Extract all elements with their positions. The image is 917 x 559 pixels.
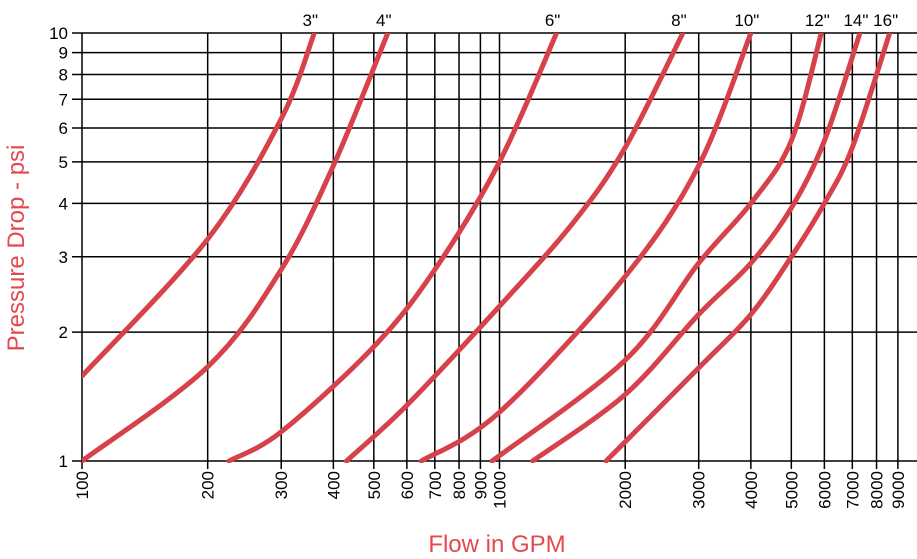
x-tick-label-900: 900 [471, 471, 490, 499]
curve-series-8 [603, 33, 893, 463]
y-tick-label-8: 8 [59, 65, 68, 84]
series-label-4: 8" [671, 11, 687, 30]
series-label-2: 4" [376, 11, 392, 30]
x-tick-label-8000: 8000 [868, 471, 887, 509]
curve-series-5 [418, 33, 754, 463]
y-tick-label-5: 5 [59, 153, 68, 172]
series-label-5: 10" [734, 11, 759, 30]
x-tick-label-5000: 5000 [782, 471, 801, 509]
x-tick-label-3000: 3000 [690, 471, 709, 509]
grid [72, 32, 917, 469]
x-tick-label-6000: 6000 [815, 471, 834, 509]
y-tick-label-2: 2 [59, 323, 68, 342]
curve-series-3 [226, 33, 560, 463]
x-tick-label-7000: 7000 [843, 471, 862, 509]
y-tick-label-4: 4 [59, 194, 68, 213]
y-tick-label-7: 7 [59, 90, 68, 109]
curve-series-4 [344, 33, 686, 463]
x-tick-labels: 100 200 300 400 500 600 700 800 900 1000 2000 3000 4… [73, 471, 908, 509]
series-curves [82, 33, 893, 463]
x-tick-label-100: 100 [73, 471, 92, 499]
x-tick-label-2000: 2000 [616, 471, 635, 509]
series-labels: 3" 4" 6" 8" 10" 12" 14" 16" [303, 11, 899, 30]
series-label-8: 16" [873, 11, 898, 30]
x-tick-label-700: 700 [426, 471, 445, 499]
x-tick-label-4000: 4000 [742, 471, 761, 509]
series-label-1: 3" [303, 11, 319, 30]
series-label-3: 6" [545, 11, 561, 30]
x-tick-label-200: 200 [199, 471, 218, 499]
x-axis-title: Flow in GPM [428, 531, 565, 558]
y-tick-label-6: 6 [59, 119, 68, 138]
x-tick-label-400: 400 [324, 471, 343, 499]
curve-series-6 [489, 33, 824, 463]
x-tick-label-9000: 9000 [889, 471, 908, 509]
x-tick-label-600: 600 [398, 471, 417, 499]
series-label-6: 12" [805, 11, 830, 30]
curve-series-2 [82, 33, 391, 463]
series-label-7: 14" [843, 11, 868, 30]
x-tick-label-500: 500 [365, 471, 384, 499]
y-tick-label-1: 1 [59, 452, 68, 471]
y-axis-title: Pressure Drop - psi [3, 145, 30, 352]
y-tick-labels: 1 2 3 4 5 6 7 8 910 [49, 24, 68, 471]
curve-series-7 [530, 33, 863, 463]
x-tick-label-800: 800 [450, 471, 469, 499]
y-tick-label-10: 10 [49, 24, 68, 43]
y-tick-label-3: 3 [59, 248, 68, 267]
x-tick-label-300: 300 [272, 471, 291, 499]
x-tick-label-1000: 1000 [491, 471, 510, 509]
y-tick-label-9: 9 [59, 44, 68, 63]
curve-series-1 [82, 33, 317, 379]
